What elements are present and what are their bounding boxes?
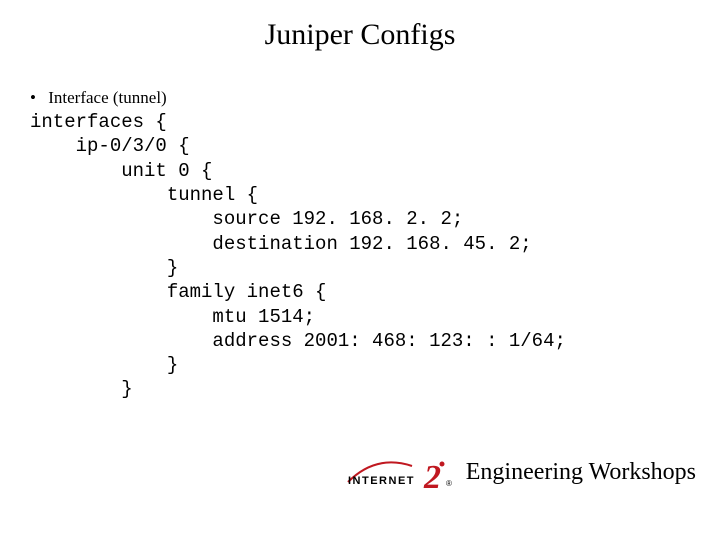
logo-word: INTERNET — [348, 475, 415, 487]
slide: Juniper Configs • Interface (tunnel) int… — [0, 0, 720, 540]
footer-text: Engineering Workshops — [466, 459, 696, 486]
config-code: interfaces { ip-0/3/0 { unit 0 { tunnel … — [30, 110, 566, 402]
bullet-marker: • — [30, 88, 44, 108]
footer: INTERNET 2 ® Engineering Workshops — [346, 452, 696, 492]
logo-registered: ® — [446, 479, 452, 488]
slide-title: Juniper Configs — [0, 18, 720, 52]
bullet-item: • Interface (tunnel) — [30, 88, 167, 108]
logo-dot-icon — [439, 462, 444, 467]
bullet-text: Interface (tunnel) — [48, 88, 166, 107]
internet2-logo: INTERNET 2 ® — [346, 452, 456, 492]
logo-two-icon: 2 — [423, 459, 441, 492]
